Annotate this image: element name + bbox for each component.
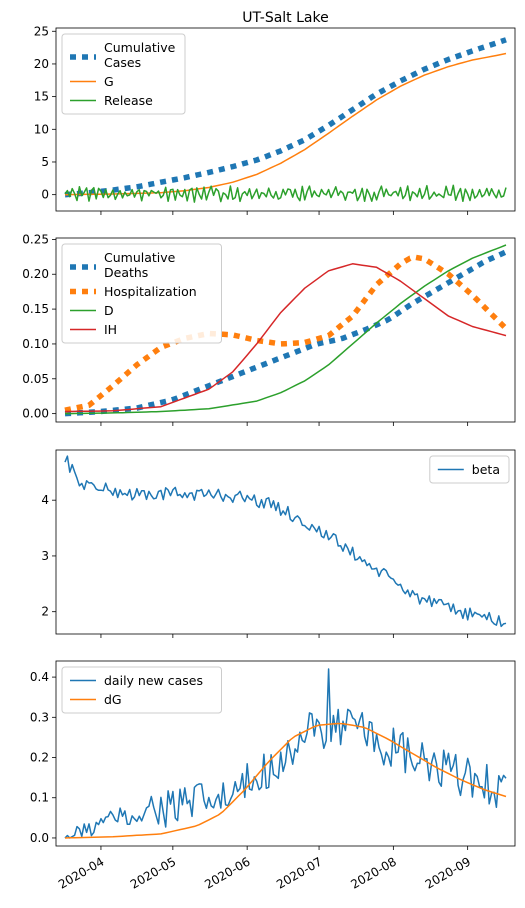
series-line-beta (64, 455, 507, 628)
legend-label: Cases (104, 55, 141, 70)
x-tick-label: 2020-04 (56, 854, 106, 891)
legend-label: daily new cases (104, 673, 203, 688)
y-tick-label: 0.4 (30, 670, 49, 684)
y-tick-label: 0 (41, 188, 49, 202)
y-tick-label: 5 (41, 155, 49, 169)
axes-frame (55, 237, 516, 423)
y-tick-label: 3 (41, 549, 49, 563)
y-tick-label: 2 (41, 605, 49, 619)
y-tick-label: 0.00 (22, 407, 49, 421)
legend-label: beta (472, 462, 500, 477)
legend-label: G (104, 74, 114, 89)
x-tick-label: 2020-06 (202, 854, 252, 891)
series-line-g (64, 52, 507, 196)
y-tick-label: 0.2 (30, 751, 49, 765)
x-tick-label: 2020-08 (348, 854, 398, 891)
y-tick-label: 0.05 (22, 372, 49, 386)
y-tick-label: 25 (34, 24, 49, 38)
panel-4: 0.0 0.1 0.2 0.3 0.4 2020-04 2020-05 2020-06 2020… (30, 660, 516, 892)
series-line-hospitalization (64, 254, 508, 413)
y-tick-label: 0.15 (22, 302, 49, 316)
y-tick-label: 0.20 (22, 267, 49, 281)
series-line-cumulative-cases (64, 37, 507, 198)
legend-label: dG (104, 692, 122, 707)
y-tick-label: 0.1 (30, 791, 49, 805)
x-tick-label: 2020-05 (128, 854, 178, 891)
legend-label: Cumulative (104, 40, 176, 55)
legend-label: Cumulative (104, 250, 176, 265)
series-line-cumulative-deaths (64, 249, 508, 417)
panel-2: 0.00 0.05 0.10 0.15 0.20 0.25 CumulativeDeaths… (22, 232, 516, 426)
axes-frame (55, 27, 516, 212)
x-tick-label: 2020-09 (423, 854, 473, 891)
y-tick-label: 0.0 (30, 831, 49, 845)
series-group (64, 37, 507, 203)
legend-box (61, 243, 222, 344)
legend-label: Deaths (104, 265, 148, 280)
legend-label: D (104, 303, 114, 318)
y-tick-label: 15 (34, 90, 49, 104)
legend-label: Release (104, 93, 153, 108)
y-tick-label: 10 (34, 122, 49, 136)
legend-box (61, 33, 186, 115)
axes-frame (55, 449, 516, 635)
axes-frame (55, 660, 516, 847)
x-tick-label: 2020-07 (274, 854, 324, 891)
legend-label: IH (104, 322, 117, 337)
series-line-dg (64, 722, 507, 839)
series-group (64, 244, 508, 417)
y-tick-label: 20 (34, 57, 49, 71)
series-group (64, 455, 507, 628)
panel-3: 2 3 4 beta (41, 449, 516, 638)
legend: daily new cases dG (61, 666, 222, 714)
y-tick-label: 0.25 (22, 232, 49, 246)
y-tick-label: 0.10 (22, 337, 49, 351)
series-line-d (65, 244, 507, 415)
y-tick-label: 4 (41, 493, 49, 507)
chart-title: UT-Salt Lake (242, 10, 328, 26)
legend-box (429, 455, 510, 484)
series-line-ih (65, 263, 507, 413)
legend-label: Hospitalization (104, 284, 197, 299)
legend-box (61, 666, 222, 714)
series-line-daily-new-cases (64, 668, 507, 839)
legend: beta (429, 455, 510, 484)
series-line-release (64, 184, 507, 203)
series-group (64, 668, 507, 839)
y-tick-label: 0.3 (30, 710, 49, 724)
